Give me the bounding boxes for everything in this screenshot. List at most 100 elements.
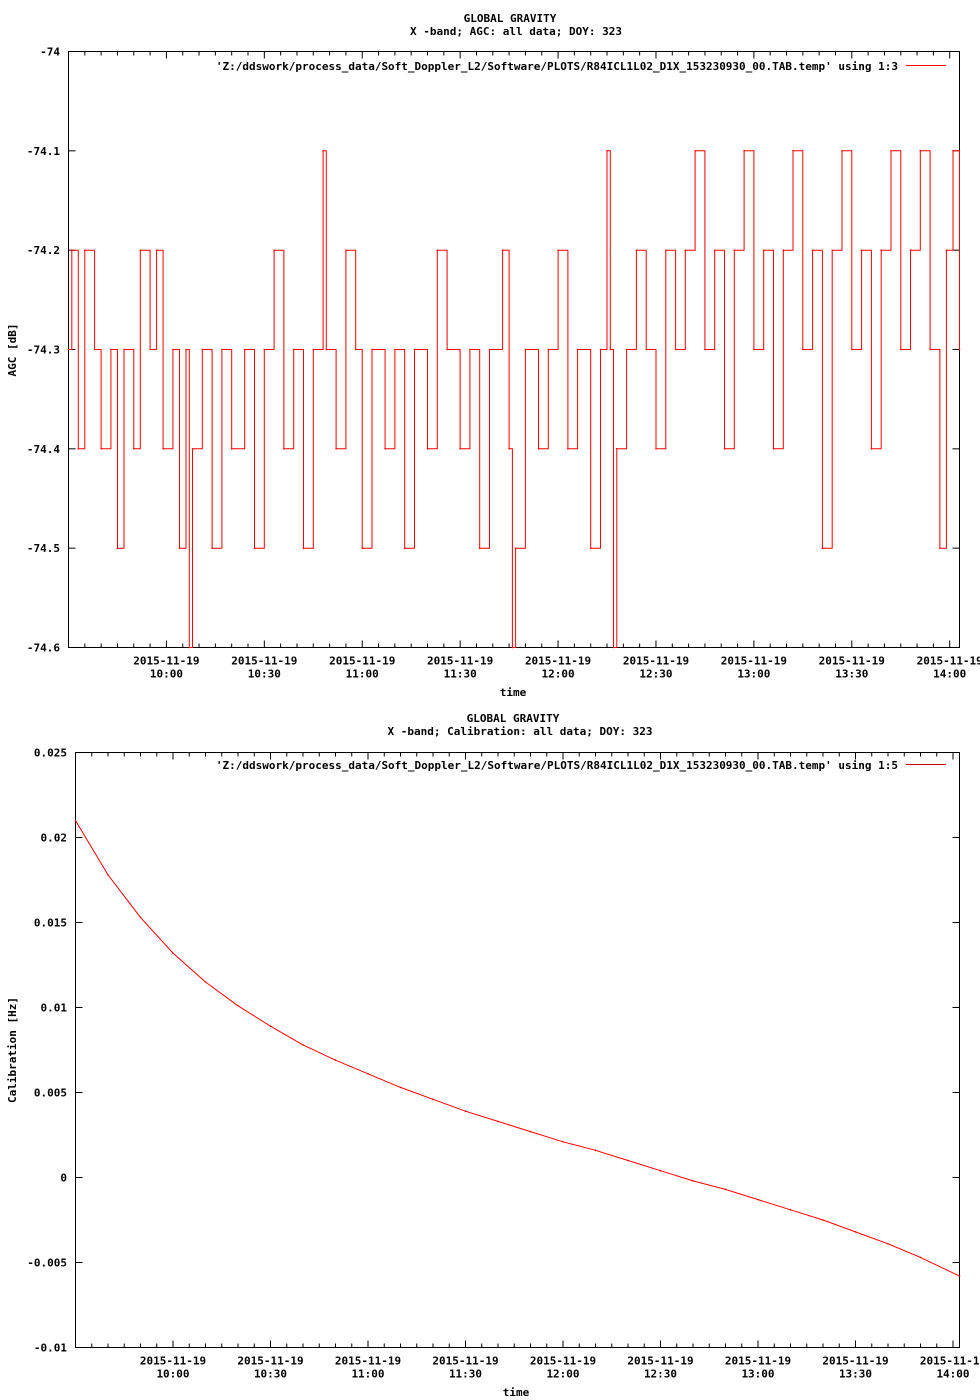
x-tick-date: 2015-11-19 [917,655,980,668]
data-point [524,348,527,351]
data-point [508,448,510,450]
data-point [952,150,954,152]
x-tick-time: 12:30 [644,1368,677,1381]
data-point [860,249,863,251]
chart-title: GLOBAL GRAVITY [467,712,560,725]
data-point [67,348,70,351]
series-layer [67,150,961,649]
data-point [211,547,213,549]
data-point [616,448,618,450]
data-point [887,1243,889,1245]
data-point [149,348,151,351]
data-point [854,1231,857,1233]
data-point [724,1188,727,1191]
y-tick-label: 0 [60,1172,67,1185]
data-point [185,348,187,351]
data-point [133,448,135,450]
legend-label: 'Z:/ddswork/process_data/Soft_Doppler_L2… [216,60,898,73]
x-tick-date: 2015-11-19 [920,1355,980,1368]
data-point [464,1110,467,1112]
y-tick-label: -0.01 [34,1342,67,1355]
x-tick-time: 14:00 [933,668,966,681]
x-axis: 2015-11-1910:002015-11-1910:302015-11-19… [68,51,980,681]
data-point [93,348,96,351]
data-point [446,348,448,351]
plot-frame [75,752,960,1348]
data-point [733,249,736,251]
calibration-chart: GLOBAL GRAVITY X -band; Calibration: all… [6,712,980,1399]
y-tick-label: -74.2 [27,244,60,257]
x-tick-time: 11:30 [449,1368,482,1381]
data-point [674,348,677,351]
data-point [757,1198,759,1201]
data-point [123,348,125,351]
data-point [325,348,328,351]
data-point [909,249,912,251]
y-tick-label: -74.1 [27,145,60,158]
x-tick-time: 11:00 [346,668,379,681]
data-point [501,249,504,251]
data-point [890,150,892,152]
data-point [201,348,204,351]
data-point [606,150,608,152]
series-line [68,150,960,648]
data-point [107,874,109,876]
x-tick-time: 10:00 [156,1368,189,1381]
x-tick-date: 2015-11-19 [133,655,199,668]
data-point [469,348,471,351]
data-point [635,249,638,251]
data-point [789,1209,792,1211]
y-axis-label: Calibration [Hz] [6,997,19,1103]
y-axis-label: AGC [dB] [6,324,19,377]
y-tick-label: -74.6 [27,642,60,655]
x-tick-date: 2015-11-19 [427,655,493,668]
data-point [371,348,373,351]
data-point [792,150,794,152]
data-point [237,1005,239,1007]
data-point [945,249,948,251]
data-point [529,1130,532,1133]
data-point [594,1149,597,1152]
data-point [919,150,922,152]
data-point [354,348,357,351]
data-point [230,448,233,450]
x-axis-label: time [503,1386,530,1399]
y-tick-label: -74.4 [27,443,60,456]
data-point [84,249,86,251]
data-point [659,1169,662,1172]
data-point [609,348,612,351]
data-point [361,547,364,549]
y-tick-label: 0.005 [34,1087,67,1100]
data-point [335,448,337,450]
series-line [75,820,960,1277]
data-point [302,547,305,549]
data-point [841,150,843,152]
y-tick-label: -74.3 [27,344,60,357]
data-point [537,448,540,450]
y-tick-label: 0.02 [41,832,68,845]
x-tick-date: 2015-11-19 [231,655,297,668]
data-point [612,646,615,649]
data-point [263,348,266,351]
data-point [100,448,102,450]
data-point [511,646,514,649]
data-point [426,448,429,450]
x-tick-date: 2015-11-19 [335,1355,401,1368]
x-tick-time: 13:30 [839,1368,872,1381]
data-point [403,547,406,549]
x-tick-time: 11:00 [351,1368,384,1381]
x-tick-time: 10:00 [150,668,183,681]
chart-subtitle: X -band; AGC: all data; DOY: 323 [410,25,622,38]
data-point [870,448,873,450]
data-point [694,150,696,152]
data-point [567,448,569,450]
data-point [753,348,755,351]
x-tick-date: 2015-11-19 [623,655,689,668]
x-tick-time: 11:30 [444,668,477,681]
data-point [655,448,657,450]
x-tick-date: 2015-11-19 [725,1355,791,1368]
x-tick-date: 2015-11-19 [329,655,395,668]
data-point [273,249,275,251]
legend-label: 'Z:/ddswork/process_data/Soft_Doppler_L2… [216,759,898,772]
y-tick-label: 0.025 [34,747,67,760]
